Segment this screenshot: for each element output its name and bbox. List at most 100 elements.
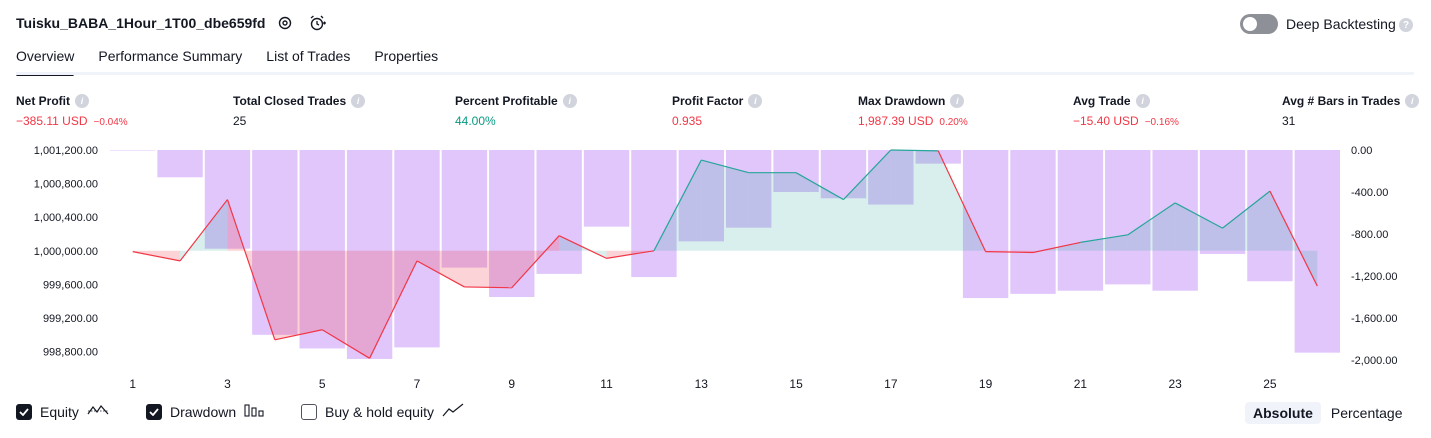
info-icon[interactable]: i: [950, 94, 965, 108]
x-tick-label: 11: [600, 377, 613, 391]
equity-line-segment: [1080, 234, 1128, 243]
x-tick-label: 19: [979, 377, 993, 391]
x-tick-label: 13: [695, 377, 709, 391]
equity-line-icon: [87, 403, 109, 420]
equity-area-segment: [1080, 234, 1128, 251]
legend-equity[interactable]: Equity: [16, 403, 109, 420]
drawdown-bar: [583, 150, 630, 227]
equity-checkbox[interactable]: [16, 403, 32, 420]
x-tick-label: 17: [884, 377, 898, 391]
drawdown-bar: [252, 150, 298, 335]
drawdown-bar: [394, 150, 440, 348]
tab-overview[interactable]: Overview: [16, 48, 75, 76]
equity-line-segment: [1174, 202, 1223, 229]
info-icon[interactable]: i: [1135, 94, 1150, 108]
metric-label: Percent Profitable: [455, 94, 558, 108]
equity-area-segment: [1127, 202, 1176, 251]
buy-hold-line-icon: [442, 403, 464, 420]
metric-value: 1,987.39 USD: [858, 114, 934, 128]
equity-line-segment: [1127, 202, 1176, 236]
drawdown-bar: [820, 150, 867, 199]
x-tick-label: 23: [1168, 377, 1182, 391]
equity-line-segment: [701, 159, 749, 174]
drawdown-bar: [346, 150, 393, 359]
info-icon[interactable]: i: [562, 94, 577, 108]
equity-line-segment: [1032, 241, 1081, 254]
legend-buy-hold[interactable]: Buy & hold equity: [301, 403, 464, 420]
equity-area-segment: [1175, 202, 1223, 251]
y-right-tick-label: -2,000.00: [1351, 355, 1397, 367]
metric-total-closed-trades: Total Closed Trades i 25: [233, 94, 366, 128]
deep-backtesting-toggle[interactable]: [1240, 14, 1278, 34]
drawdown-bar: [536, 150, 582, 274]
settings-gear-icon[interactable]: [275, 13, 295, 33]
add-alert-clock-icon[interactable]: [308, 13, 328, 33]
percentage-button[interactable]: Percentage: [1330, 405, 1403, 421]
drawdown-bars-icon: [244, 403, 264, 420]
drawdown-bar: [1057, 150, 1104, 291]
drawdown-bar: [1247, 150, 1293, 282]
equity-line-segment: [1222, 190, 1271, 229]
drawdown-bar: [726, 150, 772, 228]
metric-profit-factor: Profit Factor i 0.935: [672, 94, 763, 128]
drawdown-bar: [1105, 150, 1151, 285]
info-icon[interactable]: i: [351, 94, 366, 108]
metric-net-profit: Net Profit i −385.11 USD −0.04%: [16, 94, 128, 128]
metric-value: 0.935: [672, 114, 703, 128]
metric-percent-profitable: Percent Profitable i 44.00%: [455, 94, 577, 128]
metric-value: 31: [1282, 114, 1296, 128]
drawdown-checkbox[interactable]: [146, 403, 162, 420]
equity-line-segment: [274, 329, 323, 341]
legend-buy-hold-label: Buy & hold equity: [325, 403, 434, 420]
x-tick-label: 9: [508, 377, 515, 391]
x-tick-label: 5: [319, 377, 326, 391]
drawdown-bar: [1152, 150, 1198, 291]
info-icon[interactable]: i: [748, 94, 763, 108]
equity-line-segment: [558, 235, 607, 259]
drawdown-bar: [962, 150, 1009, 299]
equity-area-segment: [322, 250, 370, 359]
y-right-tick-label: 0.00: [1351, 145, 1372, 157]
metric-value: 25: [233, 114, 247, 128]
equity-line-segment: [179, 199, 228, 262]
metric-value: −15.40 USD: [1073, 114, 1139, 128]
absolute-button[interactable]: Absolute: [1245, 402, 1321, 424]
tab-performance-summary[interactable]: Performance Summary: [98, 48, 243, 64]
metric-label: Total Closed Trades: [233, 94, 347, 108]
info-icon[interactable]: i: [75, 94, 89, 108]
equity-line-segment: [226, 199, 276, 341]
equity-area-segment: [796, 172, 844, 251]
drawdown-bar: [1294, 150, 1340, 353]
y-left-tick-label: 1,000,800.00: [34, 179, 98, 191]
x-tick-label: 15: [789, 377, 803, 391]
y-right-tick-label: -800.00: [1351, 229, 1388, 241]
metric-avg-trade: Avg Trade i −15.40 USD −0.16%: [1073, 94, 1179, 128]
help-question-icon[interactable]: ?: [1399, 18, 1413, 32]
equity-area-segment: [274, 250, 323, 340]
legend-drawdown-label: Drawdown: [170, 403, 237, 420]
scale-switcher: Absolute Percentage: [1245, 402, 1411, 424]
equity-line-segment: [843, 149, 892, 200]
x-tick-label: 1: [129, 377, 136, 391]
info-icon[interactable]: i: [1405, 94, 1420, 108]
legend-drawdown[interactable]: Drawdown: [146, 403, 264, 420]
metric-value: 44.00%: [455, 114, 496, 128]
equity-line-segment: [653, 159, 702, 252]
equity-line-segment: [890, 149, 939, 152]
y-left-tick-label: 1,000,400.00: [34, 212, 98, 224]
tab-properties[interactable]: Properties: [374, 48, 439, 64]
drawdown-bar: [110, 150, 156, 151]
equity-area-segment: [701, 160, 749, 251]
tab-list-of-trades[interactable]: List of Trades: [266, 48, 351, 64]
drawdown-bar: [489, 150, 535, 297]
y-left-tick-label: 1,000,000.00: [34, 246, 98, 258]
drawdown-bar: [1199, 150, 1246, 254]
equity-area-segment: [843, 150, 891, 251]
metric-percent: −0.16%: [1144, 117, 1179, 128]
equity-drawdown-chart[interactable]: 1,001,200.00 1,000,800.00 1,000,400.00 1,00…: [0, 140, 1431, 395]
y-left-tick-label: 1,001,200.00: [34, 145, 98, 157]
drawdown-bar: [441, 150, 488, 268]
buy-hold-checkbox[interactable]: [301, 403, 317, 420]
equity-line-segment: [416, 260, 465, 288]
metric-percent: 0.20%: [939, 117, 968, 128]
